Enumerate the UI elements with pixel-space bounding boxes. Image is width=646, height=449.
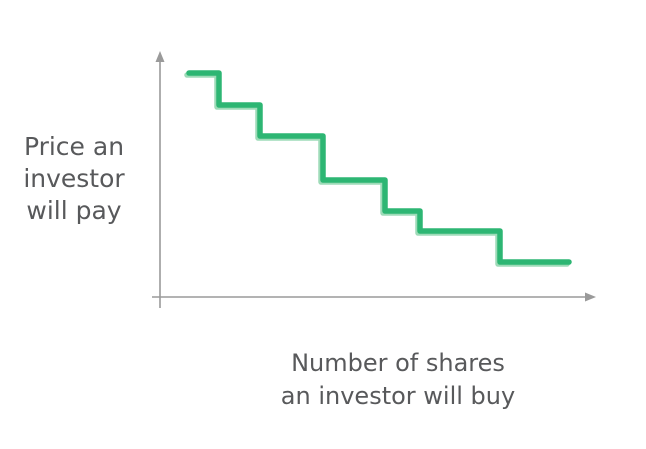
- y-axis-label: Price an investor will pay: [23, 132, 125, 225]
- x-axis-label: Number of shares an investor will buy: [280, 349, 516, 410]
- y-axis-arrow-icon: [155, 51, 165, 62]
- x-axis-arrow-icon: [585, 292, 596, 302]
- demand-curve-line: [186, 70, 572, 265]
